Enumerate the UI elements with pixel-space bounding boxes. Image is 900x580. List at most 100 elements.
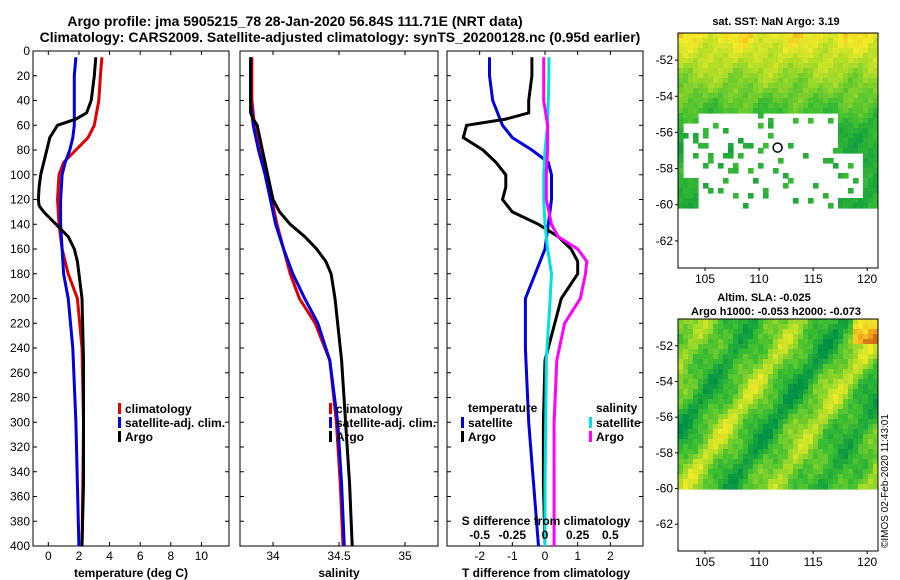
sla-cell [678,479,684,485]
sla-cell [783,394,789,400]
sla-cell [678,419,684,425]
sla-cell [843,389,849,395]
sst-cell [798,43,804,49]
sla-cell [718,354,724,360]
sla-cell [678,429,684,435]
sst-cell [718,58,724,64]
sla-cell [763,339,769,345]
sla-cell [713,429,719,435]
sst-cell [863,38,869,44]
sst-cell [678,113,684,119]
sst-cell [733,33,739,39]
sst-cell [783,183,789,189]
sst-cell [833,43,839,49]
sla-cell [693,444,699,450]
x-tick-label: -1 [507,549,518,563]
sla-cell [788,424,794,430]
salinity-axis-ticks: 34 34.5 35 [266,51,412,563]
sst-cell [683,43,689,49]
sla-cell [708,464,714,470]
sst-cell [783,53,789,59]
sst-cell [733,58,739,64]
sla-cell [743,484,749,490]
sst-cell [853,203,859,209]
sst-cell [823,78,829,84]
sla-cell [683,379,689,385]
x-tick-label: 34 [266,549,280,563]
sst-cell [803,103,809,109]
sla-cell [853,339,859,345]
sst-cell [838,128,844,134]
sst-cell [683,193,689,199]
sst-cell [783,63,789,69]
sla-cell [843,359,849,365]
sla-cell [843,474,849,480]
sla-cell [808,339,814,345]
sst-cell [738,83,744,89]
sla-cell [858,324,864,330]
sla-cell [713,439,719,445]
sst-cell [778,38,784,44]
sst-cell [873,183,878,189]
sla-cell [868,334,874,340]
sla-cell [803,429,809,435]
sla-cell [708,484,714,490]
sla-cell [758,354,764,360]
sla-cell [743,444,749,450]
sst-cell [723,63,729,69]
sla-cell [843,449,849,455]
sla-cell [753,449,759,455]
sla-cell [738,349,744,355]
sla-cell [853,369,859,375]
sla-cell [753,404,759,410]
sla-cell [718,329,724,335]
sla-cell [723,394,729,400]
sla-cell [733,369,739,375]
sla-cell [713,424,719,430]
sst-cell [738,88,744,94]
sla-cell [758,474,764,480]
sla-cell [848,354,854,360]
sst-cell [748,83,754,89]
sla-cell [758,399,764,405]
sla-cell [853,374,859,380]
sst-cell [723,68,729,74]
sla-cell [688,404,694,410]
salinity-argo-line [249,57,354,546]
sla-cell [818,384,824,390]
sla-cell [773,374,779,380]
sst-cell [683,78,689,84]
sst-cell [678,88,684,94]
sla-cell [873,359,878,365]
sla-cell [693,449,699,455]
sla-cell [718,434,724,440]
sst-cell [798,33,804,39]
sst-cell [803,58,809,64]
x-tick-label: 6 [137,549,144,563]
sla-cell [698,484,704,490]
sla-cell [718,439,724,445]
sla-cell [788,429,794,435]
sla-cell [783,459,789,465]
sla-cell [688,389,694,395]
sla-cell [733,409,739,415]
sla-cell [683,484,689,490]
sla-cell [743,384,749,390]
sst-cell [768,53,774,59]
sst-cell [723,48,729,54]
sla-cell [813,449,819,455]
sla-cell [793,414,799,420]
sst-cell [838,108,844,114]
sst-cell [703,143,709,149]
sla-cell [843,364,849,370]
sla-cell [728,479,734,485]
sst-cell [683,203,689,209]
sla-cell [833,399,839,405]
sla-cell [753,464,759,470]
sst-cell [698,53,704,59]
sla-cell [873,439,878,445]
sla-cell [698,409,704,415]
sla-cell [798,354,804,360]
sst-cell [778,48,784,54]
sla-cell [863,344,869,350]
